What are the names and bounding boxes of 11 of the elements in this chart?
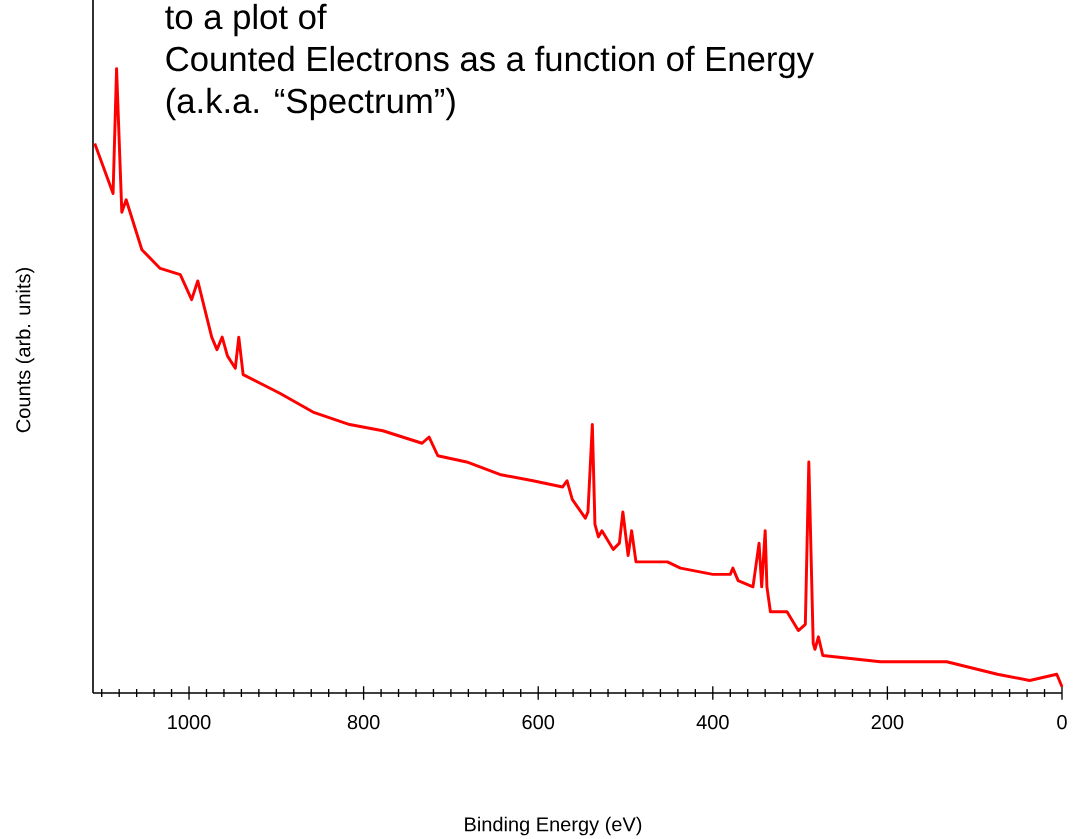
y-axis-title: Counts (arb. units) [15, 268, 35, 433]
x-tick-label: 0 [1057, 715, 1067, 730]
annotation: Counted Electrons as a function of Energy [166, 45, 814, 79]
x-tick-label: 400 [696, 715, 729, 730]
x-tick-label: 800 [347, 715, 380, 730]
x-axis-title: Binding Energy (eV) [465, 816, 642, 836]
x-tick-label: 200 [871, 715, 904, 730]
text: to a plot of [165, 3, 327, 37]
x-tick-label: 1000 [168, 715, 211, 730]
annotation: (a.k.a. “Spectrum”) [166, 87, 455, 121]
x-tick-label: 600 [522, 715, 555, 730]
